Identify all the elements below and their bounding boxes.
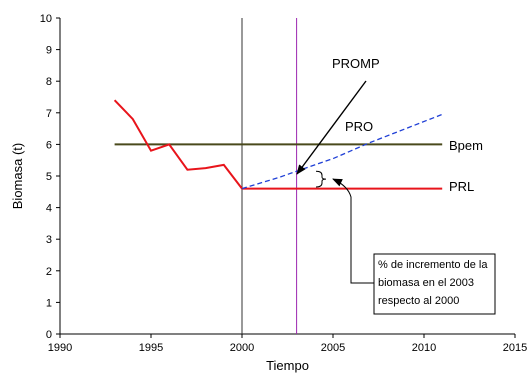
series-prl-line bbox=[113, 99, 443, 190]
x-ticks: 1990 1995 2000 2005 2010 2015 bbox=[48, 334, 527, 354]
note-line-2: biomasa en el 2003 bbox=[378, 277, 474, 289]
prl-label: PRL bbox=[449, 179, 474, 194]
note-box bbox=[373, 253, 496, 315]
y-tick-label: 1 bbox=[46, 297, 52, 309]
x-tick-label: 2010 bbox=[412, 342, 436, 354]
y-tick-label: 2 bbox=[46, 266, 52, 278]
y-tick-label: 5 bbox=[46, 171, 52, 183]
y-tick-label: 8 bbox=[46, 76, 52, 88]
series-lines bbox=[113, 99, 443, 190]
note-line-3: respecto al 2000 bbox=[378, 295, 459, 307]
x-tick-label: 2005 bbox=[321, 342, 345, 354]
note-connector-line bbox=[332, 178, 374, 284]
y-tick-label: 6 bbox=[46, 139, 52, 151]
note-line-1: % de incremento de la bbox=[378, 259, 488, 271]
series-pro-line bbox=[241, 113, 443, 190]
y-axis-title: Biomasa (t) bbox=[10, 143, 25, 209]
y-tick-label: 7 bbox=[46, 108, 52, 120]
promp-label: PROMP bbox=[332, 56, 380, 71]
vertical-reference-lines bbox=[241, 18, 298, 334]
promp-arrow bbox=[296, 80, 367, 175]
axes: 1990 1995 2000 2005 2010 2015 0 1 2 3 4 5 6 7 8 9 10 bbox=[40, 13, 527, 354]
x-tick-label: 2000 bbox=[230, 342, 254, 354]
x-tick-label: 1990 bbox=[48, 342, 72, 354]
x-tick-label: 2015 bbox=[503, 342, 527, 354]
bpem-label: Bpem bbox=[449, 138, 483, 153]
y-tick-label: 10 bbox=[40, 13, 52, 25]
y-tick-label: 3 bbox=[46, 234, 52, 246]
x-tick-label: 1995 bbox=[139, 342, 163, 354]
y-ticks: 0 1 2 3 4 5 6 7 8 9 10 bbox=[40, 13, 60, 341]
y-tick-label: 0 bbox=[46, 329, 52, 341]
y-tick-label: 9 bbox=[46, 45, 52, 57]
pro-label: PRO bbox=[345, 119, 373, 134]
y-tick-label: 4 bbox=[46, 203, 52, 215]
increment-brace bbox=[315, 170, 327, 188]
x-axis-title: Tiempo bbox=[266, 358, 309, 373]
